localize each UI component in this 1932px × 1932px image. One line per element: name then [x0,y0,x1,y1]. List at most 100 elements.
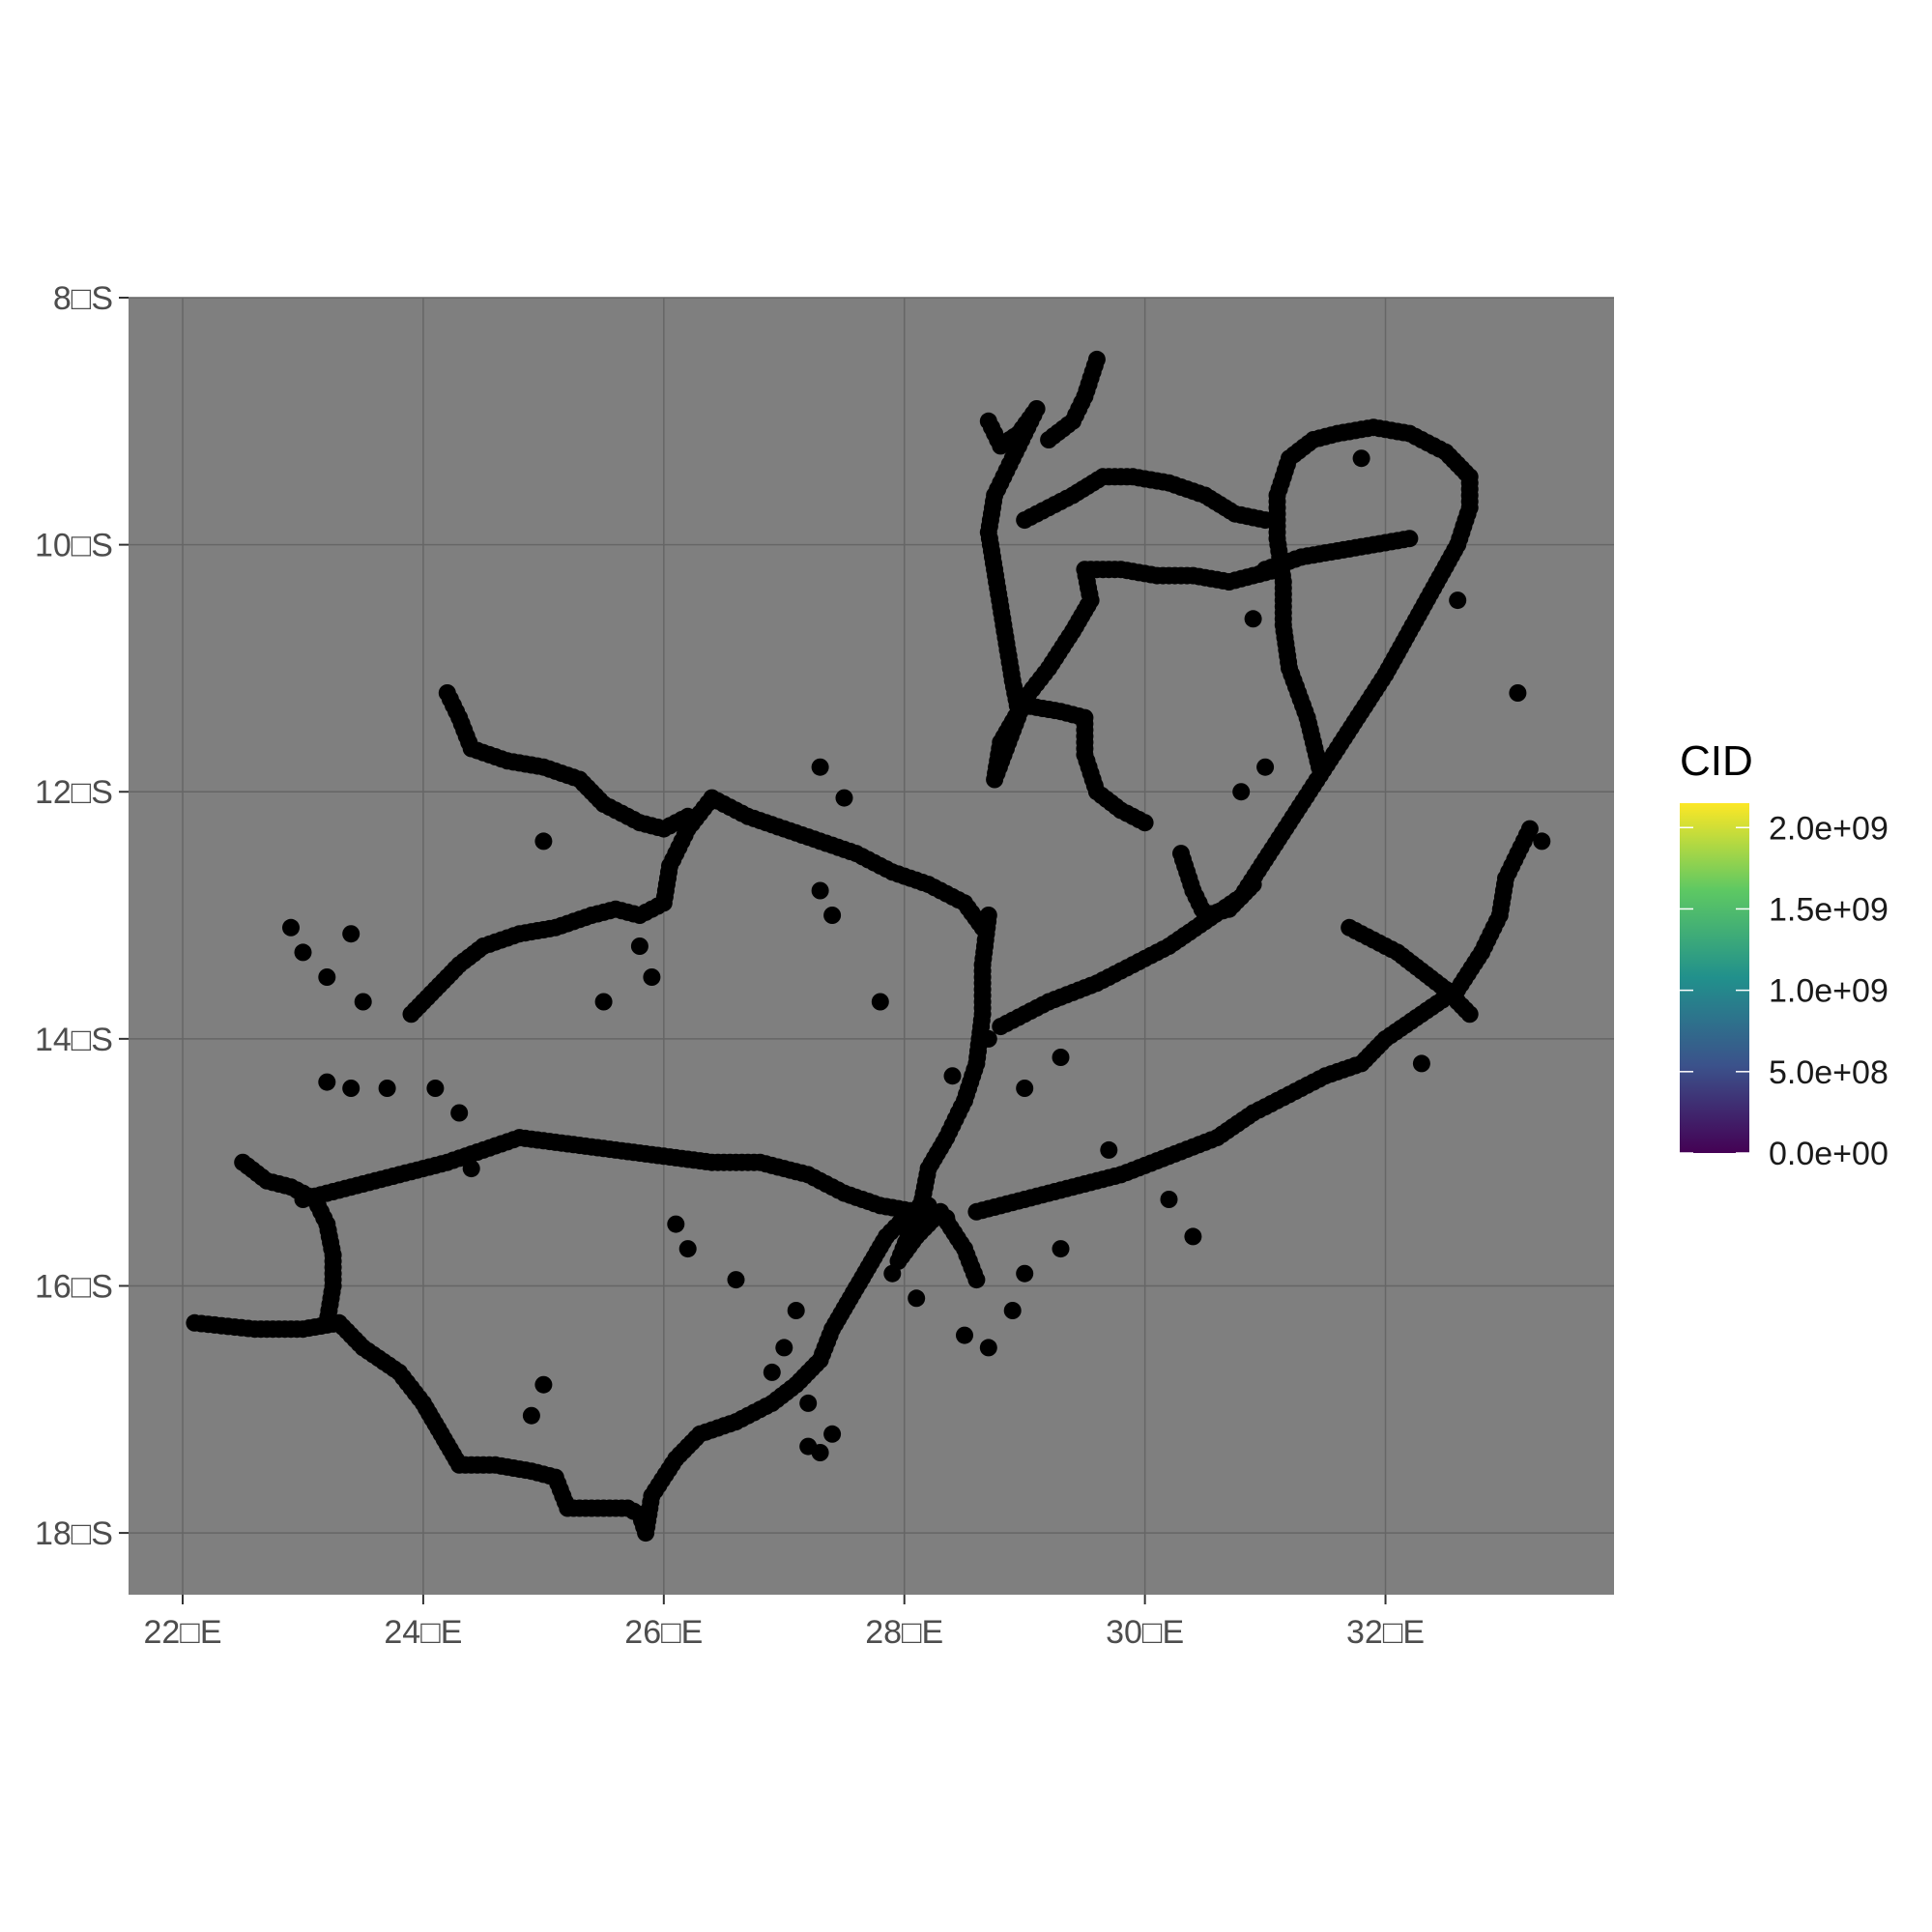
data-point-15-17 [667,1215,685,1233]
data-point-15-43 [763,1363,781,1381]
data-point-5-80 [967,1271,986,1289]
data-point-15-15 [630,937,649,955]
series-nw-road [402,789,992,1024]
legend-label-4: 2.0e+09 [1769,810,1889,847]
data-point-15-19 [727,1271,745,1289]
data-point-15-18 [678,1240,697,1258]
grid-lines [129,297,1614,1595]
data-point-15-1 [294,943,312,962]
series-chipata-spur [1341,918,1479,1024]
series-northern-loop [979,400,1286,789]
legend: CID 0.0e+00 5.0e+08 1.0e+09 1.5e+09 2.0e+09 [1680,737,1889,1172]
data-point-15-29 [1100,1140,1118,1159]
y-tick-label-2: 12□S [35,774,113,811]
legend-label-2: 1.0e+09 [1769,973,1889,1010]
data-point-15-42 [775,1339,793,1357]
data-point-15-51 [1003,1302,1022,1319]
data-point-15-37 [1509,684,1527,702]
data-point-15-36 [1449,591,1467,610]
series-scatter [282,437,1551,1461]
data-point-15-3 [342,925,360,943]
data-point-15-13 [534,832,553,851]
data-point-15-40 [1352,449,1370,468]
y-tick-label-4: 16□S [35,1268,113,1305]
data-point-15-52 [1016,1264,1034,1283]
legend-label-1: 5.0e+08 [1769,1054,1889,1091]
data-point-15-35 [1244,610,1262,628]
y-tick-label-3: 14□S [35,1022,113,1058]
data-point-15-27 [1016,1080,1034,1097]
data-point-15-12 [522,1406,540,1425]
data-point-15-25 [943,1067,962,1085]
data-point-15-54 [908,1289,926,1308]
y-tick-label-1: 10□S [35,528,113,564]
data-point-15-28 [1052,1049,1070,1066]
x-tick-label-1: 24□E [384,1614,462,1651]
data-point-15-47 [787,1302,805,1319]
data-point-13-20 [1244,876,1262,894]
data-point-15-20 [811,758,829,776]
x-tick-label-5: 32□E [1346,1614,1425,1651]
series-copperbelt [889,907,997,1289]
legend-label-0: 0.0e+00 [1769,1136,1889,1172]
x-tick-label-0: 22□E [143,1614,221,1651]
x-tick-label-2: 26□E [624,1614,703,1651]
x-tick-label-3: 28□E [865,1614,943,1651]
data-point-15-39 [1412,1054,1430,1073]
y-axis: 8□S 10□S 12□S 14□S 16□S 18□S [35,280,129,1552]
data-points [186,350,1551,1543]
data-point-15-8 [426,1080,445,1097]
data-point-15-21 [835,789,853,807]
data-point-6-112 [1520,820,1539,838]
data-point-10-143 [1268,561,1286,579]
data-point-15-45 [811,1444,829,1461]
data-point-15-48 [799,1394,818,1412]
legend-label-3: 1.5e+09 [1769,891,1889,928]
data-point-15-14 [594,993,613,1011]
data-point-15-16 [643,968,661,986]
data-point-15-38 [1533,832,1551,851]
data-point-1-33 [234,1153,252,1171]
series-east-road [967,820,1539,1221]
data-point-9-24 [1400,530,1419,548]
data-point-11-42 [1256,511,1275,530]
data-point-15-41 [1425,437,1443,455]
data-point-4-47 [678,807,697,825]
data-point-15-2 [318,968,336,986]
data-point-12-31 [1136,814,1154,832]
data-point-15-24 [871,993,889,1011]
series-kasama-spur [1016,696,1154,832]
data-point-15-6 [342,1080,360,1097]
legend-title: CID [1680,737,1753,785]
data-point-15-23 [823,907,842,924]
legend-colorbar [1680,803,1749,1153]
data-point-15-26 [979,1029,997,1048]
data-point-15-32 [1184,1227,1202,1246]
series-far-nw-road [438,684,697,838]
data-point-15-53 [883,1264,902,1283]
data-point-15-7 [378,1080,396,1097]
data-point-7-24 [1460,1005,1479,1024]
data-point-15-31 [1160,1191,1178,1208]
plot-panel [129,298,1614,1595]
data-point-15-11 [534,1375,553,1394]
data-point-15-4 [354,993,372,1011]
x-tick-label-4: 30□E [1106,1614,1184,1651]
data-point-15-46 [823,1425,842,1443]
data-point-15-50 [979,1339,997,1357]
data-point-15-33 [1256,758,1275,776]
data-point-15-9 [450,1104,469,1122]
data-point-15-30 [1052,1240,1070,1258]
data-point-8-202 [1311,758,1329,776]
data-point-15-34 [1232,783,1251,801]
data-point-15-22 [811,881,829,900]
y-tick-label-0: 8□S [53,280,113,317]
data-point-15-49 [956,1326,973,1344]
y-tick-label-5: 18□S [35,1515,113,1552]
series-north-tip [1040,350,1106,448]
series-west-road [294,1129,956,1227]
x-axis: 22□E 24□E 26□E 28□E 30□E 32□E [143,1595,1425,1651]
data-point-15-10 [462,1160,480,1178]
series-mpika-spur [1172,845,1262,924]
